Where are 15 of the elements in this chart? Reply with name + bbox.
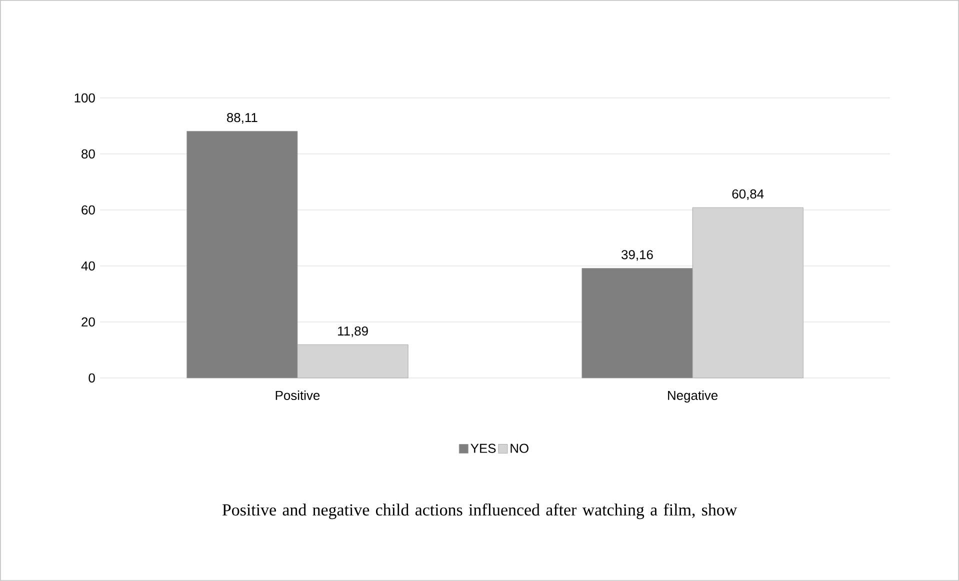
y-tick-label: 40 — [81, 261, 95, 271]
y-tick-label: 80 — [82, 149, 95, 159]
y-tick-label: 60 — [82, 205, 95, 215]
y-tick-label: 20 — [82, 317, 95, 327]
x-tick-label: Negative — [668, 390, 718, 403]
y-tick-label: 0 — [88, 373, 95, 383]
x-tick-label: Positive — [276, 390, 320, 400]
data-label: 39,16 — [622, 250, 653, 261]
y-tick-label: 100 — [74, 93, 95, 103]
legend-label: NO — [510, 444, 528, 453]
data-label: 60,84 — [732, 189, 764, 200]
data-label: 11,89 — [338, 326, 368, 338]
data-label: 88,11 — [226, 113, 258, 124]
legend-label: YES — [470, 444, 496, 453]
text: Positive and negative child actions influenced after watching a film, show — [222, 504, 738, 520]
